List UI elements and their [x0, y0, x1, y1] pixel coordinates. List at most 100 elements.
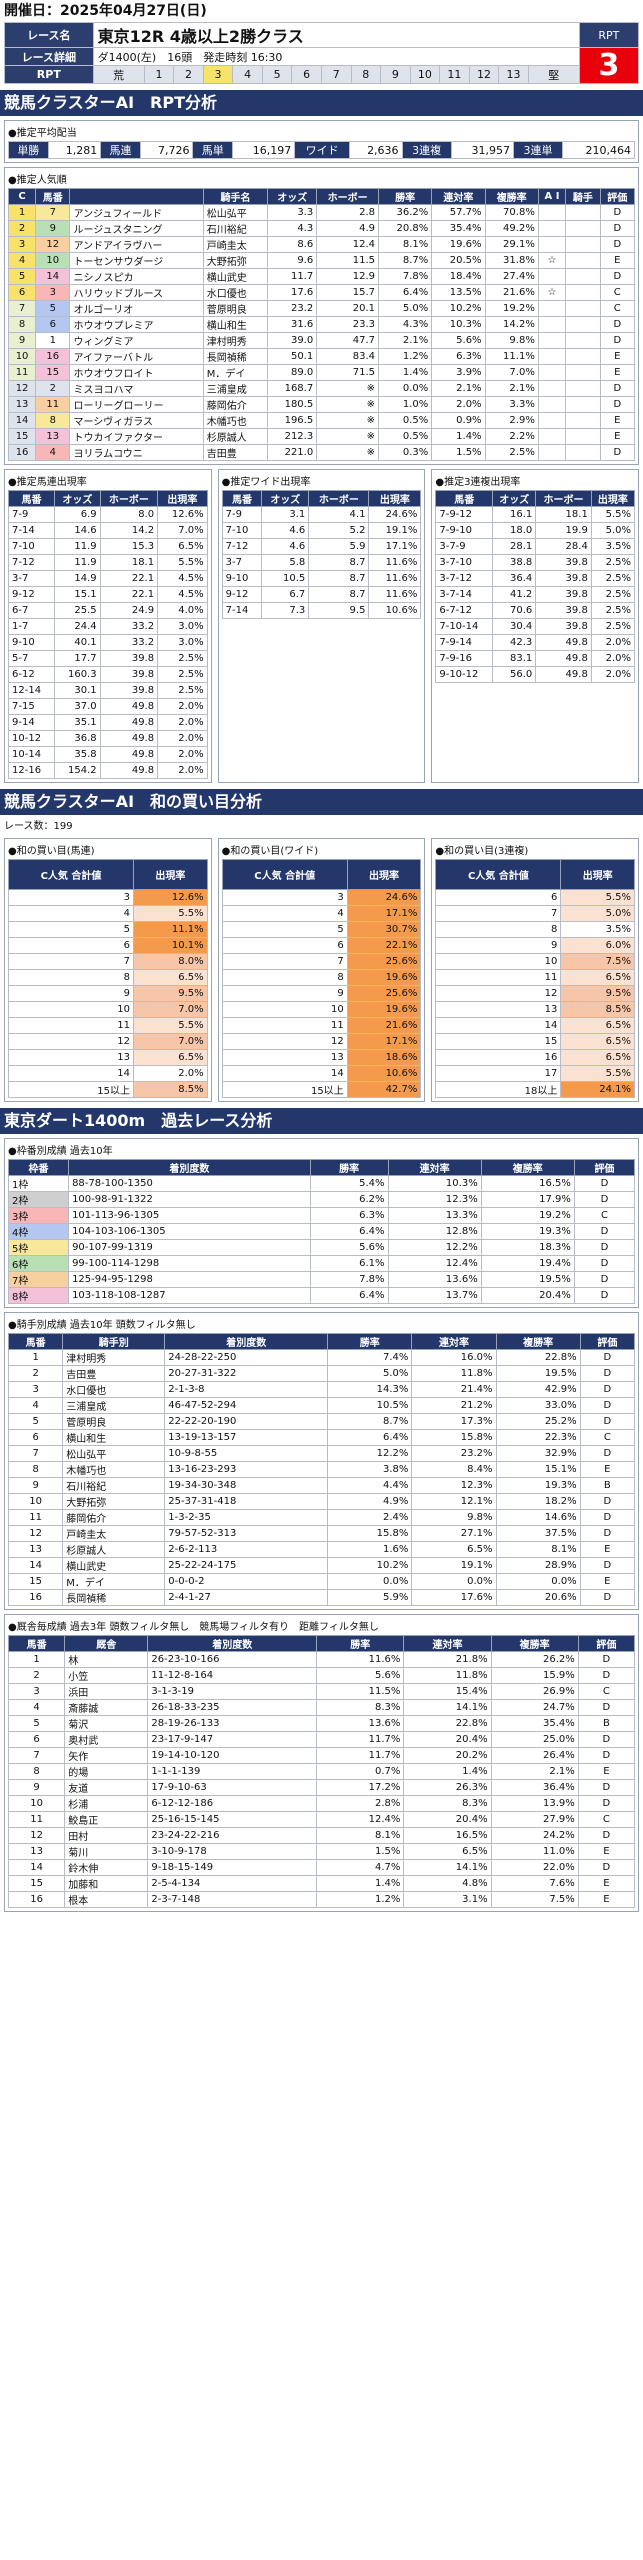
wa-value: 6.5% — [560, 1017, 636, 1034]
ninki-title: ●推定人気順 — [8, 175, 67, 186]
table-cell: 菊川 — [64, 1843, 149, 1860]
race-info-table: レース名 東京12R 4歳以上2勝クラス RPT レース詳細 ダ1400(左) 16頭… — [4, 22, 640, 84]
table-cell: 83.1 — [492, 650, 537, 667]
wa-key: 17 — [435, 1065, 562, 1082]
table-cell: 6.4% — [309, 1223, 389, 1240]
table-cell: 2.0% — [157, 730, 208, 747]
table-cell: 8.7 — [308, 586, 370, 603]
table-cell: 16.1 — [492, 506, 537, 523]
table-cell: 2.8% — [316, 1795, 405, 1812]
wa-value: 18.6% — [346, 1049, 422, 1066]
table-cell: 18.2% — [495, 1493, 581, 1510]
table-header: ホーボー — [308, 490, 370, 507]
table-cell: ローリーグローリー — [69, 396, 204, 413]
table-row: 7-10 4.6 5.2 19.1% — [221, 522, 422, 539]
table-cell — [537, 316, 567, 333]
wa-key: 3 — [7, 889, 135, 906]
table-cell: 5.8 — [261, 554, 310, 571]
table-header: 騎手別 — [62, 1333, 166, 1350]
wa-key: 5 — [7, 921, 135, 938]
table-cell: 47.7 — [316, 332, 380, 349]
table-header: 出現率 — [368, 490, 422, 507]
table-cell: 13-16-23-293 — [164, 1461, 329, 1478]
wa-value: 7.0% — [133, 1001, 208, 1018]
table-cell: 8.6 — [267, 236, 318, 253]
rpt-scale-cell: 13 — [498, 65, 529, 84]
table-cell: 20.4% — [480, 1287, 575, 1304]
wa-value: 10.6% — [346, 1065, 422, 1082]
table-row: 13 杉原誠人 2-6-2-113 1.6% 6.5% 8.1% E — [7, 1541, 636, 1558]
wa-value: 5.5% — [560, 889, 636, 906]
table-cell: 33.2 — [99, 618, 159, 635]
table-cell: 2.5% — [590, 586, 636, 603]
table-cell — [565, 252, 601, 269]
table-cell: 2-1-3-8 — [164, 1381, 329, 1398]
table-cell: 鮫島正 — [64, 1811, 149, 1828]
table-cell: 15.4% — [403, 1683, 492, 1700]
table-header: 馬番 — [7, 1333, 64, 1350]
table-cell: 4枠 — [7, 1223, 70, 1240]
table-cell: 23-17-9-147 — [147, 1731, 318, 1748]
haitou-label: 馬連 — [100, 141, 141, 159]
table-cell: 83.4 — [316, 348, 380, 365]
sire-box: ●厩舎毎成績 過去3年 頭数フィルタ無し 競馬場フィルタ有り 距離フィルタ無し馬… — [4, 1614, 639, 1912]
table-cell: 16 — [7, 1589, 64, 1606]
table-cell: 12.3% — [411, 1477, 497, 1494]
table-cell: 3-7 — [7, 570, 56, 587]
table-cell: 加藤和 — [64, 1875, 149, 1892]
wa-value: 6.5% — [133, 969, 208, 986]
table-cell: 16.0% — [411, 1349, 497, 1366]
table-cell — [565, 396, 601, 413]
table-row: 10 16 アイファーバトル 長岡禎稀 50.1 83.4 1.2% 6.3% 11.1% E — [7, 348, 636, 365]
table-cell: 7-10-14 — [435, 618, 494, 635]
rpt-scale-cell: 10 — [409, 65, 441, 84]
table-row: 15 13 トウカイファクター 杉原誠人 212.3 ※ 0.5% 1.4% 2.2% E — [7, 428, 636, 445]
table-cell: 6-12 — [7, 666, 56, 683]
table-cell: 9-12 — [7, 586, 56, 603]
table-cell: 7-9-14 — [435, 634, 494, 651]
wa-value: 6.5% — [560, 1049, 636, 1066]
table-row: 2枠 100-98-91-1322 6.2% 12.3% 17.9% D — [7, 1191, 636, 1208]
table-cell — [565, 300, 601, 317]
table-cell: 5.5% — [590, 506, 636, 523]
table-cell: 7-9 — [7, 506, 56, 523]
table-cell: 11-12-8-164 — [147, 1667, 318, 1684]
table-cell: 松山弘平 — [62, 1445, 166, 1462]
table-row: 7枠 125-94-95-1298 7.8% 13.6% 19.5% D — [7, 1271, 636, 1288]
table-cell: 5.6% — [316, 1667, 405, 1684]
table-cell: 22-22-20-190 — [164, 1413, 329, 1430]
table-cell: 吉田豊 — [202, 444, 269, 461]
table-header: 騎手 — [565, 188, 601, 205]
wa-key: 13 — [221, 1049, 348, 1066]
table-cell: E — [599, 252, 636, 269]
table-cell: 49.8 — [99, 730, 159, 747]
table-row: 4 三浦皇成 46-47-52-294 10.5% 21.2% 33.0% D — [7, 1397, 636, 1414]
table-cell: 2 — [7, 220, 37, 237]
table-cell: D — [573, 1271, 636, 1288]
table-cell: D — [579, 1397, 636, 1414]
jockey-box: ●騎手別成績 過去10年 頭数フィルタ無し 馬番 騎手別 着別度数 勝率 連対率 複勝率 評価… — [4, 1312, 639, 1610]
table-cell: ウィングミア — [69, 332, 204, 349]
table-cell: ハリウッドブルース — [69, 284, 204, 301]
table-cell: 20.6% — [495, 1589, 581, 1606]
table-cell: 16 — [35, 348, 71, 365]
table-header: オッズ — [54, 490, 101, 507]
table-row: 7-12 4.6 5.9 17.1% — [221, 538, 422, 555]
table-row: 11 15 ホウオウフロイト M．デイ 89.0 71.5 1.4% 3.9% 7.0% E — [7, 364, 636, 381]
table-row: 7 5 オルゴーリオ 菅原明良 23.2 20.1 5.0% 10.2% 19.2% C — [7, 300, 636, 317]
table-cell: ※ — [316, 412, 380, 429]
haitou-label: 3連単 — [512, 141, 564, 159]
table-cell: 3.8% — [327, 1461, 413, 1478]
table-cell: D — [573, 1191, 636, 1208]
table-cell: 22.8% — [403, 1715, 492, 1732]
table-row: 3-7 14.9 22.1 4.5% — [7, 570, 208, 587]
table-cell: 19.5% — [480, 1271, 575, 1288]
table-cell: ルージュスタニング — [69, 220, 204, 237]
table-row: 6枠 99-100-114-1298 6.1% 12.4% 19.4% D — [7, 1255, 636, 1272]
table-cell: 25-22-24-175 — [164, 1557, 329, 1574]
wa-box: ●和の買い目(馬連) C人気 合計値 出現率 3 12.6% 4 5.5% 5 11.1% 6 10… — [4, 838, 212, 1102]
table-header: 勝率 — [316, 1635, 405, 1652]
haitou-label: 3連複 — [401, 141, 452, 159]
table-cell: 津村明秀 — [202, 332, 269, 349]
table-cell: D — [579, 1381, 636, 1398]
